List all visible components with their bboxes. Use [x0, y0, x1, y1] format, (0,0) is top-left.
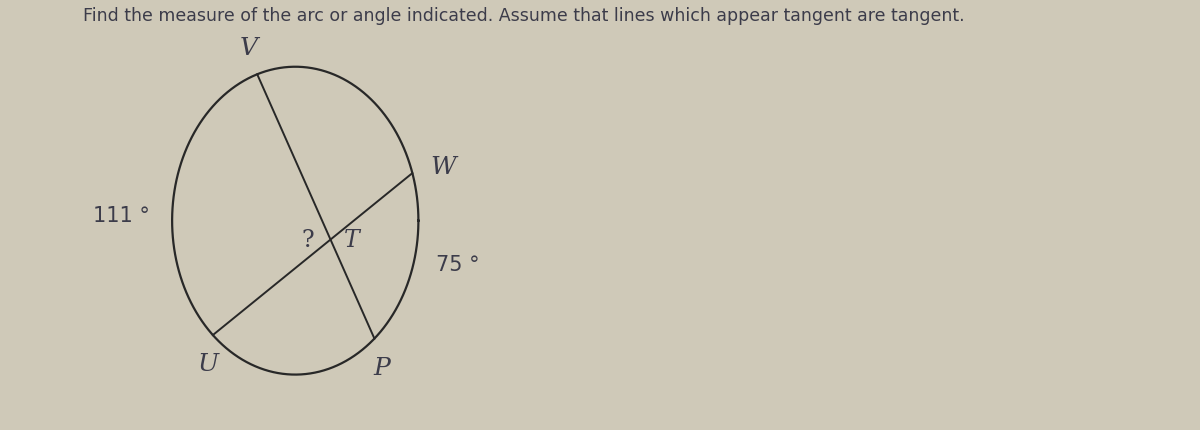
Text: Find the measure of the arc or angle indicated. Assume that lines which appear t: Find the measure of the arc or angle ind…	[84, 7, 965, 25]
Text: ?: ?	[302, 228, 314, 252]
Text: 111 °: 111 °	[94, 205, 150, 225]
Text: U: U	[197, 353, 218, 375]
Text: P: P	[373, 356, 390, 379]
Text: W: W	[431, 156, 456, 179]
Text: V: V	[240, 37, 258, 60]
Text: T: T	[344, 228, 360, 252]
Text: 75 °: 75 °	[436, 254, 479, 274]
